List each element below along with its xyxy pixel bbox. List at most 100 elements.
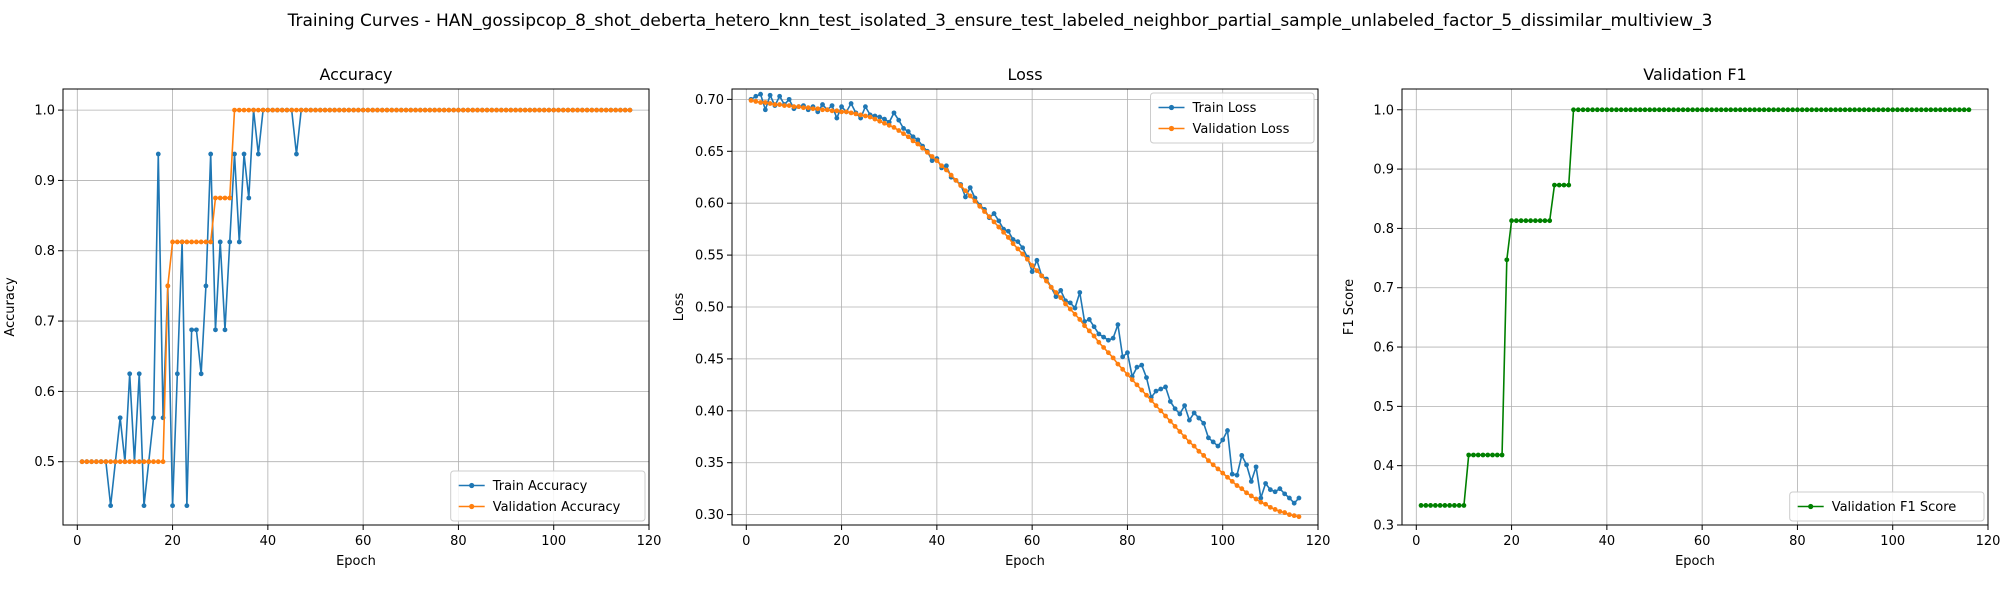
data-point xyxy=(136,371,142,377)
data-point xyxy=(1067,306,1073,312)
data-point xyxy=(1804,107,1810,113)
data-point xyxy=(1937,107,1943,113)
data-point xyxy=(1837,107,1843,113)
x-tick-label: 0 xyxy=(742,534,750,549)
data-point xyxy=(203,283,209,289)
data-point xyxy=(1039,273,1045,279)
data-point xyxy=(853,111,859,117)
data-point xyxy=(1957,107,1962,113)
data-point xyxy=(627,107,633,113)
axes-title: Accuracy xyxy=(319,65,392,84)
data-point xyxy=(1267,504,1273,510)
data-point xyxy=(1814,107,1819,113)
data-point xyxy=(160,459,166,465)
data-point xyxy=(758,91,763,97)
data-point xyxy=(1723,107,1729,113)
data-point xyxy=(398,107,404,113)
series-markers-1 xyxy=(1418,107,1972,508)
data-point xyxy=(1918,107,1924,113)
data-point xyxy=(1866,107,1872,113)
data-point xyxy=(170,503,175,509)
x-tick-label: 100 xyxy=(1210,534,1235,549)
data-point xyxy=(1761,107,1767,113)
data-point xyxy=(1120,354,1126,360)
data-point xyxy=(1428,503,1433,508)
data-point xyxy=(1861,107,1867,113)
data-point xyxy=(882,116,887,122)
data-point xyxy=(1509,218,1514,224)
data-point xyxy=(1966,107,1972,113)
data-point xyxy=(351,107,357,113)
data-point xyxy=(560,107,566,113)
data-point xyxy=(1452,503,1457,508)
series-markers-1 xyxy=(748,91,1302,506)
data-point xyxy=(1552,182,1557,188)
y-tick-label: 0.50 xyxy=(695,301,724,316)
data-point xyxy=(1163,384,1168,390)
axes-frame xyxy=(62,88,650,526)
data-point xyxy=(208,239,214,245)
data-point xyxy=(1139,362,1145,368)
data-point xyxy=(1547,218,1553,224)
x-tick-label: 40 xyxy=(1599,534,1616,549)
y-tick-label: 0.35 xyxy=(695,456,724,471)
data-point xyxy=(341,107,347,113)
x-tick-label: 20 xyxy=(1503,534,1520,549)
data-point xyxy=(1101,334,1107,340)
data-point xyxy=(417,107,423,113)
data-point xyxy=(1110,335,1116,341)
data-point xyxy=(1818,107,1824,113)
legend-label: Train Accuracy xyxy=(492,479,588,494)
data-point xyxy=(1933,107,1938,113)
data-point xyxy=(1082,323,1087,329)
data-point xyxy=(527,107,533,113)
legend: Validation F1 Score xyxy=(1789,491,1985,522)
data-point xyxy=(1899,107,1905,113)
data-point xyxy=(1134,382,1140,388)
data-point xyxy=(346,107,352,113)
data-point xyxy=(1201,420,1207,426)
data-point xyxy=(222,195,228,201)
data-point xyxy=(839,109,844,115)
data-point xyxy=(1244,462,1249,468)
data-point xyxy=(198,371,204,377)
data-point xyxy=(594,107,599,113)
data-point xyxy=(1072,305,1078,311)
data-point xyxy=(1048,284,1054,290)
data-point xyxy=(1566,182,1572,188)
data-point xyxy=(456,107,461,113)
data-point xyxy=(1513,218,1519,224)
data-point xyxy=(465,107,471,113)
data-point xyxy=(1258,499,1264,505)
data-point xyxy=(1206,458,1211,464)
data-point xyxy=(246,195,252,201)
legend-label: Validation Accuracy xyxy=(493,500,621,515)
data-point xyxy=(910,134,916,140)
data-point xyxy=(1432,503,1438,508)
data-point xyxy=(1272,507,1278,512)
data-point xyxy=(141,503,147,509)
data-point xyxy=(762,107,768,113)
data-point xyxy=(203,239,209,245)
data-point xyxy=(891,125,897,130)
data-point xyxy=(1020,245,1026,251)
data-point xyxy=(1139,387,1145,393)
data-point xyxy=(882,120,887,126)
data-point xyxy=(1833,107,1838,113)
data-point xyxy=(1709,107,1715,113)
data-point xyxy=(155,151,161,157)
data-point xyxy=(1072,311,1078,317)
data-point xyxy=(762,100,768,105)
data-point xyxy=(963,194,968,200)
data-point xyxy=(146,459,152,465)
data-point xyxy=(103,459,109,465)
y-tick-label: 0.40 xyxy=(695,404,724,419)
data-point xyxy=(1105,350,1111,356)
data-point xyxy=(1196,415,1202,421)
data-point xyxy=(1287,512,1292,518)
data-point xyxy=(1215,466,1221,472)
legend-box xyxy=(1789,491,1985,522)
data-point xyxy=(1277,509,1283,514)
data-point xyxy=(1101,345,1107,350)
data-point xyxy=(967,193,973,199)
